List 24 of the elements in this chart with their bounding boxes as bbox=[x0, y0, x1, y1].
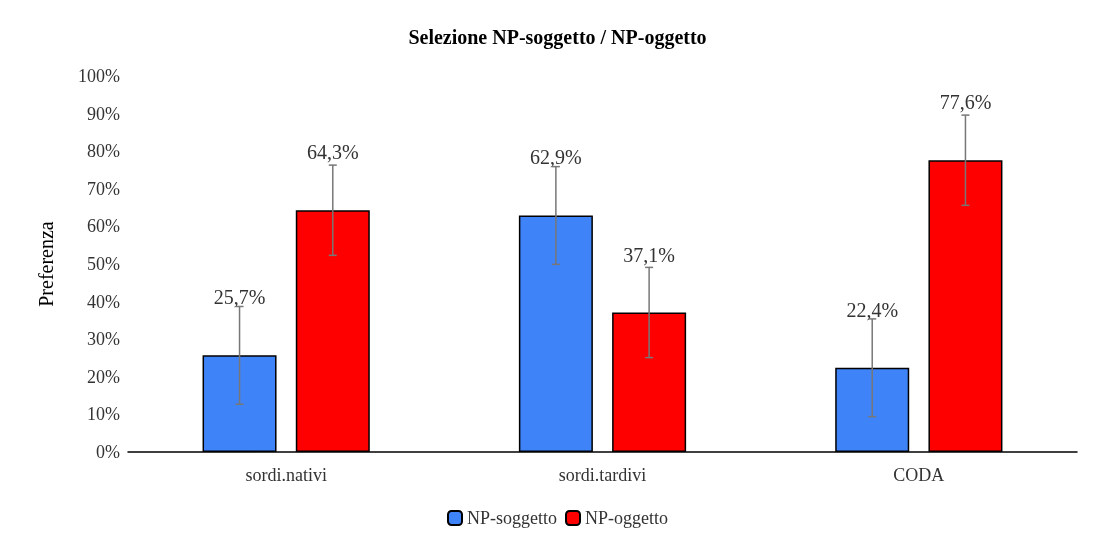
x-tick-label: sordi.nativi bbox=[245, 465, 327, 485]
y-tick-label: 0% bbox=[96, 442, 120, 462]
y-tick-label: 30% bbox=[87, 329, 120, 350]
y-tick-label: 50% bbox=[87, 254, 120, 274]
y-tick-label: 40% bbox=[87, 291, 120, 312]
data-label: 77,6% bbox=[939, 91, 992, 114]
data-label: 22,4% bbox=[846, 298, 899, 321]
legend-label: NP-oggetto bbox=[585, 508, 668, 528]
data-label: 64,3% bbox=[306, 141, 359, 164]
x-tick-label: sordi.tardivi bbox=[558, 465, 647, 485]
y-tick-label: 60% bbox=[87, 216, 120, 237]
chart-title: Selezione NP-soggetto / NP-oggetto bbox=[408, 26, 707, 49]
x-tick-label: CODA bbox=[893, 465, 945, 485]
y-tick-label: 20% bbox=[87, 366, 120, 387]
data-label: 25,7% bbox=[213, 286, 266, 309]
legend-label: NP-soggetto bbox=[467, 508, 557, 528]
y-tick-label: 100% bbox=[78, 66, 120, 86]
y-tick-label: 10% bbox=[87, 404, 120, 425]
y-tick-label: 90% bbox=[87, 103, 120, 124]
y-tick-label: 80% bbox=[87, 141, 120, 162]
data-label: 62,9% bbox=[530, 146, 582, 169]
y-tick-label: 70% bbox=[87, 178, 120, 199]
data-label: 37,1% bbox=[623, 243, 675, 266]
y-axis-title: Preferenza bbox=[35, 221, 57, 307]
